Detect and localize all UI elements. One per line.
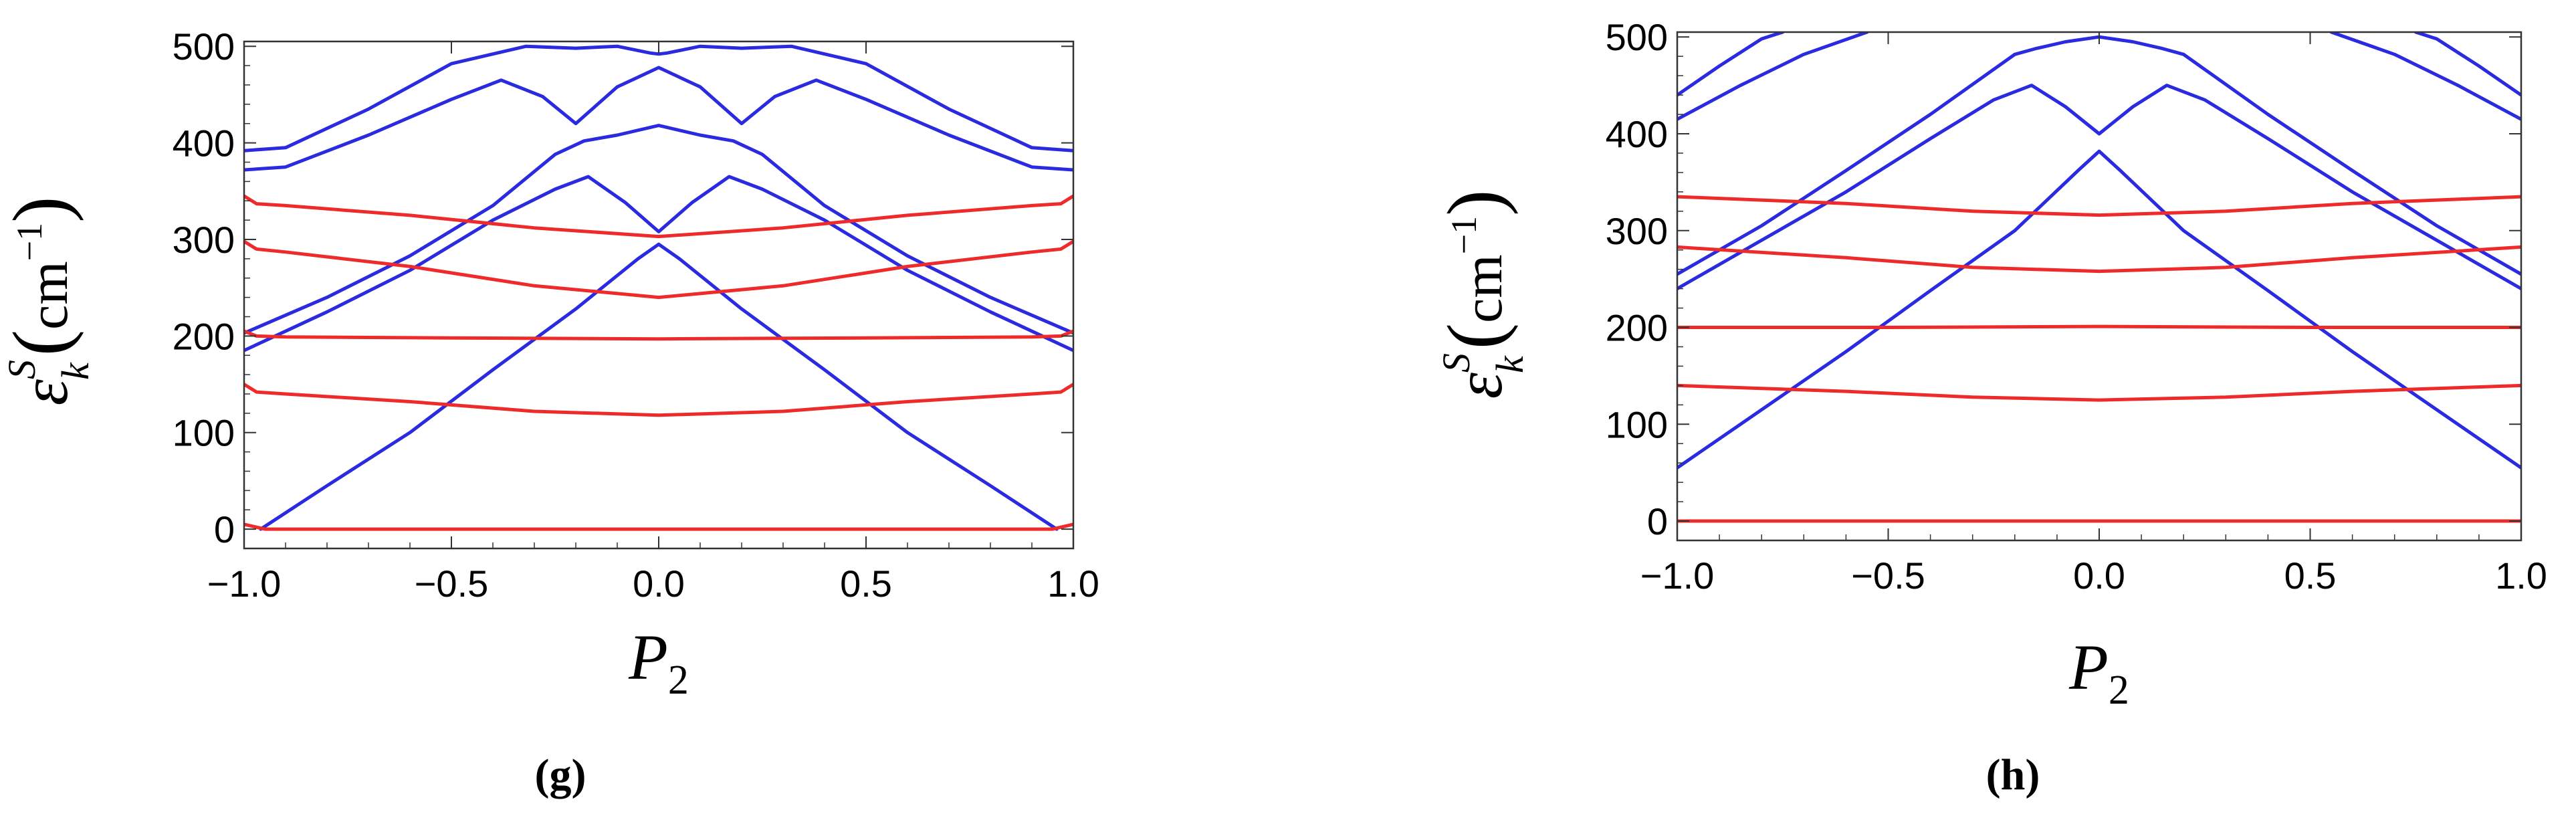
series-line-blue-3 [1677,35,2521,276]
x-tick-label: 0.5 [2284,554,2337,597]
x-tick-label: 0.0 [633,563,685,605]
series-line-blue-6 [2329,32,2521,121]
plot-frame [243,40,1075,550]
y-tick-label: 0 [1647,500,1668,542]
series-line-blue-4 [244,66,1073,172]
y-tick-label: 300 [1606,210,1668,252]
series-line-red-7 [244,383,1073,417]
y-axis-label: εS k(cm−1) [0,197,97,406]
y-tick-label: 200 [1606,307,1668,349]
y-tick-label: 500 [173,25,235,68]
series-line-blue-2 [1677,84,2521,291]
chart-panel-h: −1.0 −0.5 0.0 0.5 1.0 0 100 200 300 400 500 P2 εS k(c… [1431,16,2547,799]
series-line-blue-1 [259,242,1059,531]
series-line-blue-5 [1677,32,1785,97]
panel-label: (h) [1986,750,2040,799]
series-line-red-9 [1677,383,2521,402]
x-tick-label: −0.5 [1851,554,1925,597]
y-tick-label: 500 [1606,16,1668,58]
y-tick-label: 200 [173,315,235,357]
x-tick-label: 1.0 [1047,563,1099,605]
y-axis-label: εS k(cm−1) [1431,190,1531,399]
series-group [244,44,1073,531]
y-tick-label: 100 [1606,403,1668,445]
series-line-red-8 [244,329,1073,341]
series-line-red-12 [1677,195,2521,217]
x-tick-label: −1.0 [207,563,282,605]
series-line-red-10 [244,194,1073,239]
x-tick-label: −0.5 [415,563,489,605]
series-line-blue-1 [1677,149,2521,470]
x-tick-label: 0.5 [840,563,892,605]
x-tick-label: 1.0 [2495,554,2547,597]
series-line-blue-2 [244,175,1073,352]
y-tick-label: 400 [1606,113,1668,155]
x-axis-label: P2 [2068,631,2129,713]
series-line-blue-3 [244,124,1073,335]
series-line-red-9 [244,239,1073,300]
x-tick-label: −1.0 [1640,554,1715,597]
series-line-red-10 [1677,324,2521,329]
series-line-red-6 [244,522,1073,531]
y-tick-label: 100 [173,412,235,454]
plot-frame [1676,31,2523,542]
x-axis-label: P2 [628,621,689,703]
x-tick-label: 0.0 [2073,554,2125,597]
panel-label: (g) [535,750,586,799]
y-tick-label: 0 [214,508,235,550]
chart-panel-g: −1.0 −0.5 0.0 0.5 1.0 0 100 200 300 400 500 P2 εS k(c… [0,25,1099,799]
series-line-blue-5 [244,44,1073,152]
series-group [1677,32,2521,523]
y-tick-label: 300 [173,219,235,261]
series-line-blue-4 [1677,32,1869,121]
series-line-red-11 [1677,245,2521,274]
series-line-blue-7 [2413,32,2521,97]
y-tick-label: 400 [173,122,235,165]
